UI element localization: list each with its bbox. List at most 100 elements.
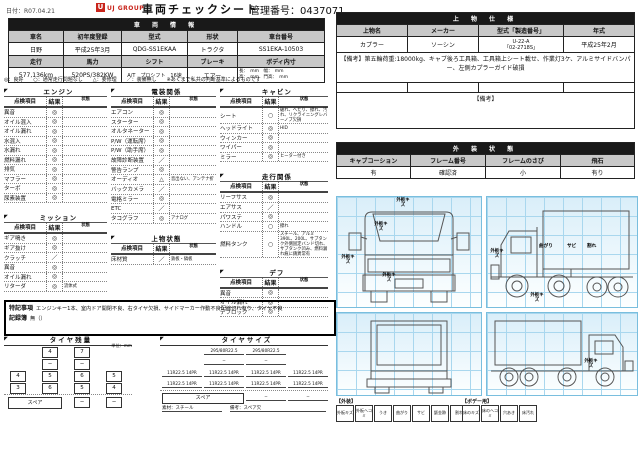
checklist-column-3: ◤ キャビン 点検項目 結果 状態 シート ○ 破れ、へたり、擦れ、汚れ、リクライニングレ… [220, 86, 328, 326]
wheel-material: 素材：スチール [162, 405, 222, 412]
section-title: デフ [269, 268, 285, 277]
damage-label: サビ [567, 244, 577, 249]
check-item-label: パワステ [220, 214, 243, 221]
checklist-row: クラッチ ／ [4, 253, 107, 263]
special-notes-label: 特記事項 [9, 305, 34, 312]
check-result: ◎ [46, 282, 63, 291]
check-item-label: 異音 [220, 290, 232, 297]
section-marker-icon: ◤ [4, 336, 8, 342]
damage-label: 外板キズ [530, 293, 544, 303]
legend-damage-box: 床汚れ [519, 405, 537, 422]
checklist-row: オイル漏れ ◎ [4, 272, 107, 282]
truck-side-drawing [490, 210, 633, 298]
check-result: ／ [153, 184, 170, 194]
col-header: フレーム番号 [410, 154, 486, 167]
check-item-label: ターボ [4, 186, 21, 193]
damage-label: 外板キズ [382, 273, 396, 283]
check-item-label: シート [220, 113, 237, 120]
checklist-row: P/W（運転席） ◎ [111, 136, 216, 146]
truck-rear-drawing [366, 320, 452, 394]
check-item-label: P/W（運転席） [111, 138, 150, 145]
check-item-label: ハンドル [220, 224, 243, 231]
legend-damage-box: 床のキズ [462, 405, 480, 422]
exterior-state-table: 外 装 状 態 キャブコーション フレーム番号 フレームのさび 飛石 有 確認済… [335, 142, 636, 179]
page-title: 車両チェックシート [142, 3, 259, 16]
section-electrical: ◤ 電装関係 点検項目 結果 状態 エアコン ◎ スターター ◎ オルタネーター ◎ P/W（運転… [111, 86, 216, 224]
check-result: ◎ [46, 146, 63, 155]
section-marker-icon: ◤ [160, 336, 164, 342]
check-result: ◎ [153, 214, 170, 223]
shift-type: A/T プロシフト 16速 [121, 67, 188, 83]
check-result: ◎ [262, 288, 279, 297]
col-header: 上物名 [336, 24, 408, 37]
checklist-row: ターボ ◎ [4, 184, 107, 194]
section-driving: ◤ 走行関係 点検項目 結果 状態 リーフサス ◎ エアサス ／ パワステ ◎ ハンドル ○ 擦れ 燃料… [220, 171, 328, 258]
col-header: 型式 [121, 30, 188, 43]
section-marker-icon: ◤ [111, 88, 115, 94]
check-item-label: ギア抜け [4, 245, 27, 252]
company-logo-text: UJ GROUP [107, 5, 145, 12]
damage-label: 外板キズ [374, 222, 388, 232]
check-item-label: オイル混入 [4, 119, 32, 126]
tire-size-value: − [246, 393, 286, 401]
checklist-row: タコグラフ ◎ アナログ [111, 214, 216, 224]
frame-number-value: 確認済 [410, 166, 486, 179]
check-item-label: 異音 [4, 265, 16, 272]
check-item-label: オイル漏れ [4, 274, 32, 281]
tire-size-title: タイヤサイズ [221, 336, 273, 344]
legend-exterior-boxes: 外板キズ 外板ヘコミ うき 曲がり サビ 鈑金跡 割れ [336, 405, 468, 422]
section-title: キャビン [261, 88, 292, 96]
check-result: ◎ [262, 307, 279, 316]
section-marker-icon: ◤ [220, 268, 224, 275]
checklist-row: バックカメラ ／ [111, 184, 216, 195]
check-item-label: 尿素装置 [4, 195, 27, 202]
col-header: フレームのさび [485, 154, 561, 167]
tire-size-grid: スペア 素材：スチール 備考：スペア欠 295/80R22.5 295/80R22… [160, 334, 328, 414]
check-result: ◎ [153, 136, 170, 145]
check-result: ／ [153, 155, 170, 165]
tire-remaining-value: − [42, 359, 58, 370]
section-marker-icon: ◤ [220, 88, 224, 94]
tire-size-value: 11R22.5 14PR [288, 369, 328, 377]
chassis-number: SS1EKA-10503 [237, 42, 325, 56]
body-spec-title: 上 物 仕 様 [335, 12, 636, 25]
check-item-label: オーディオ [111, 177, 139, 184]
check-item-label: 警告ランプ [111, 167, 139, 174]
col-header: 飛石 [559, 154, 636, 167]
col-header: 車台番号 [237, 30, 325, 43]
tire-remaining-value: 3 [10, 383, 26, 394]
check-result: ○ [262, 222, 279, 231]
col-header: 走行 [8, 55, 64, 68]
col-header: 初年度登録 [63, 30, 122, 43]
check-item-label: オイル漏れ [4, 129, 32, 136]
check-result: ◎ [46, 234, 63, 243]
tire-size-value: 11R22.5 14PR [162, 369, 202, 377]
col-header: 形状 [187, 30, 238, 43]
check-item-label: 水漏れ [4, 148, 21, 155]
legend-damage-box: 穴あき [500, 405, 518, 422]
legend-damage-box: 床のヘコミ [481, 405, 499, 422]
diagram-rear-view [336, 312, 482, 396]
check-item-label: 排気 [4, 167, 16, 174]
check-item-label: タコグラフ [111, 216, 139, 223]
frame-rust-value: 小 [485, 166, 561, 179]
checklist-row: 燃料タンク ○ スチール、アルミ 390L、200L、サブタンク外側固定バンド切れ、… [220, 231, 328, 258]
checklist-row: オイル漏れ ◎ [220, 298, 328, 308]
checklist-row: 異音 ◎ [220, 288, 328, 298]
check-state-note: ヒーター付き [280, 154, 306, 160]
check-result: ◎ [46, 108, 63, 117]
tire-remaining-unit: 単位：mm [111, 343, 132, 348]
legend-damage-box: うき [374, 405, 392, 422]
checklist-row: マフラー ◎ [4, 174, 107, 184]
check-result: ◎ [46, 263, 63, 272]
col-header: キャブコーション [336, 154, 411, 167]
legend-damage-box: 曲がり [393, 405, 411, 422]
legend-damage-box: サビ [412, 405, 430, 422]
checklist-row: ハンドル ○ 擦れ [220, 222, 328, 232]
section-body-state: ◤ 上物状態 点検項目 結果 状態 床材質 ／鉄板・縞板 [111, 233, 216, 265]
first-registration: 平成25年3月 [63, 42, 122, 56]
check-result: ◎ [153, 108, 170, 117]
tire-remark: 備考：スペア欠 [230, 405, 326, 412]
section-title: ミッション [39, 214, 78, 222]
